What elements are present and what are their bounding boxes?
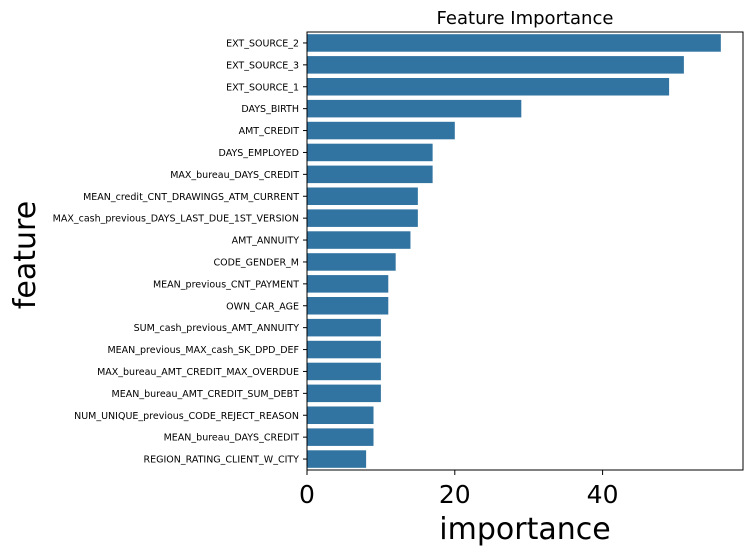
bar bbox=[307, 428, 374, 446]
y-tick-label: DAYS_EMPLOYED bbox=[219, 148, 299, 159]
x-tick-label: 40 bbox=[587, 480, 619, 509]
y-tick-label: NUM_UNIQUE_previous_CODE_REJECT_REASON bbox=[74, 411, 299, 422]
bar bbox=[307, 275, 389, 293]
bar bbox=[307, 362, 381, 381]
bar bbox=[307, 384, 381, 403]
y-tick-label: MEAN_credit_CNT_DRAWINGS_ATM_CURRENT bbox=[83, 192, 299, 203]
y-tick-label: MAX_cash_previous_DAYS_LAST_DUE_1ST_VERS… bbox=[53, 214, 299, 225]
y-tick-label: SUM_cash_previous_AMT_ANNUITY bbox=[134, 323, 300, 334]
y-tick-label: CODE_GENDER_M bbox=[213, 257, 299, 268]
bar bbox=[307, 99, 522, 118]
bar bbox=[307, 121, 455, 140]
y-tick-label: MAX_bureau_DAYS_CREDIT bbox=[170, 170, 299, 181]
y-tick-label: OWN_CAR_AGE bbox=[226, 301, 299, 312]
y-axis-title: feature bbox=[8, 201, 43, 309]
x-axis-title: importance bbox=[439, 512, 610, 547]
bars-layer bbox=[307, 34, 721, 468]
bar bbox=[307, 187, 418, 206]
bar bbox=[307, 450, 367, 468]
bar bbox=[307, 143, 433, 162]
bar bbox=[307, 318, 381, 337]
bar bbox=[307, 77, 670, 96]
x-tick-layer: 0 20 40 bbox=[299, 470, 618, 509]
bar bbox=[307, 165, 433, 184]
x-tick-label: 0 bbox=[299, 480, 315, 509]
y-tick-label: MEAN_previous_CNT_PAYMENT bbox=[153, 279, 299, 290]
x-tick-label: 20 bbox=[439, 480, 471, 509]
y-tick-label: EXT_SOURCE_1 bbox=[226, 82, 299, 93]
y-tick-label: EXT_SOURCE_3 bbox=[226, 60, 299, 71]
chart-title: Feature Importance bbox=[437, 8, 614, 29]
y-tick-label: MEAN_previous_MAX_cash_SK_DPD_DEF bbox=[107, 345, 299, 356]
bar bbox=[307, 231, 411, 249]
bar bbox=[307, 296, 389, 315]
plot-frame bbox=[306, 31, 744, 471]
bar bbox=[307, 56, 684, 74]
bar bbox=[307, 34, 721, 52]
y-tick-label: EXT_SOURCE_2 bbox=[226, 38, 299, 49]
bar bbox=[307, 209, 418, 227]
y-tick-label: AMT_ANNUITY bbox=[232, 236, 300, 247]
bar bbox=[307, 406, 374, 425]
y-tick-label: MAX_bureau_AMT_CREDIT_MAX_OVERDUE bbox=[97, 367, 299, 378]
y-tick-label: MEAN_bureau_AMT_CREDIT_SUM_DEBT bbox=[112, 389, 300, 400]
y-tick-label: DAYS_BIRTH bbox=[241, 104, 299, 115]
bar bbox=[307, 340, 381, 359]
y-tick-label: MEAN_bureau_DAYS_CREDIT bbox=[164, 433, 300, 444]
y-tick-label: AMT_CREDIT bbox=[239, 126, 300, 137]
bar bbox=[307, 253, 396, 271]
y-tick-layer: EXT_SOURCE_2 EXT_SOURCE_3 EXT_SOURCE_1 DAYS… bbox=[53, 38, 307, 466]
y-tick-label: REGION_RATING_CLIENT_W_CITY bbox=[144, 455, 300, 466]
